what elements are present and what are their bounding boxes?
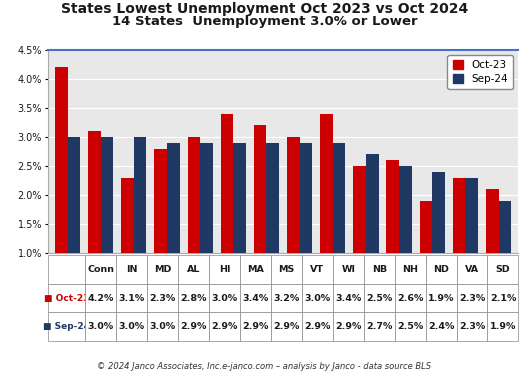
Bar	[299, 143, 312, 312]
Text: © 2024 Janco Associates, Inc.e-janco.com – analysis by Janco - data source BLS: © 2024 Janco Associates, Inc.e-janco.com…	[97, 362, 432, 371]
Bar	[353, 166, 366, 312]
Bar	[432, 172, 445, 312]
Bar	[187, 137, 200, 312]
Bar	[68, 137, 80, 312]
Legend: Oct-23, Sep-24: Oct-23, Sep-24	[448, 55, 513, 89]
Bar	[134, 137, 147, 312]
Bar	[154, 149, 167, 312]
Bar	[333, 143, 345, 312]
Bar	[167, 143, 179, 312]
Text: 14 States  Unemployment 3.0% or Lower: 14 States Unemployment 3.0% or Lower	[112, 15, 417, 28]
Bar	[453, 178, 466, 312]
Bar	[55, 67, 68, 312]
Bar	[88, 131, 101, 312]
Bar	[498, 201, 511, 312]
Bar	[221, 114, 233, 312]
Bar	[399, 166, 412, 312]
Bar	[366, 154, 379, 312]
Bar	[320, 114, 333, 312]
Bar	[287, 137, 299, 312]
Bar	[200, 143, 213, 312]
Bar	[121, 178, 134, 312]
Bar	[387, 160, 399, 312]
Bar	[254, 125, 267, 312]
Bar	[101, 137, 113, 312]
Text: States Lowest Unemployment Oct 2023 vs Oct 2024: States Lowest Unemployment Oct 2023 vs O…	[61, 2, 468, 16]
Bar	[267, 143, 279, 312]
Bar	[419, 201, 432, 312]
Bar	[466, 178, 478, 312]
Bar	[233, 143, 246, 312]
Bar	[486, 189, 498, 312]
